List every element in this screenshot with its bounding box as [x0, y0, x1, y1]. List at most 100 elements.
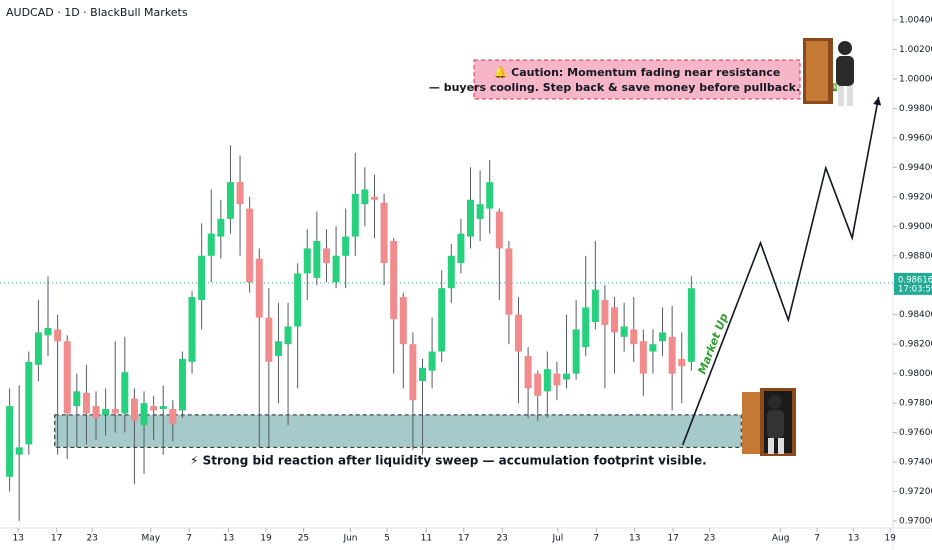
candle-body: [390, 241, 398, 320]
bottom-annotation: ⚡ Strong bid reaction after liquidity sw…: [190, 454, 707, 468]
thief-head: [768, 395, 782, 409]
thief-leg: [778, 438, 784, 454]
candle-body: [687, 288, 695, 362]
candle-body: [6, 406, 14, 477]
x-tick-label: 17: [51, 534, 62, 544]
x-tick-label: Jul: [551, 534, 563, 544]
candle-body: [284, 326, 292, 345]
x-tick-label: 13: [223, 534, 234, 544]
candle-body: [198, 255, 206, 300]
candle-body: [476, 204, 484, 219]
candle-body: [178, 358, 186, 411]
candle-body: [668, 336, 676, 374]
thief-body: [836, 56, 854, 86]
countdown-label: 17:03:59: [898, 284, 932, 294]
candle-body: [44, 327, 52, 336]
candle-body: [255, 258, 263, 318]
candle-body: [322, 248, 330, 264]
x-tick-label: 25: [298, 534, 309, 544]
candle-body: [130, 398, 138, 421]
x-tick-label: 19: [884, 534, 896, 544]
thief-head: [838, 41, 852, 55]
candle-body: [274, 341, 282, 356]
candle-body: [188, 297, 196, 362]
candle-body: [169, 409, 177, 424]
candle-body: [265, 317, 273, 362]
door: [806, 41, 828, 101]
thief-leg: [838, 86, 844, 106]
x-tick-label: 23: [496, 534, 507, 544]
candle-body: [418, 367, 426, 382]
candle-body: [524, 355, 532, 389]
x-tick-label: May: [141, 534, 160, 544]
thief-leg: [768, 438, 774, 454]
candle-body: [121, 372, 129, 414]
y-tick-label: 0.99800: [899, 104, 932, 114]
caution-line-2: — buyers cooling. Step back & save money…: [429, 81, 845, 94]
candle-body: [140, 403, 148, 426]
x-tick-label: 13: [848, 534, 859, 544]
projection-arrowhead: [873, 96, 882, 106]
caution-box: [473, 59, 801, 100]
x-tick-label: 11: [421, 534, 432, 544]
last-price-label: 0.98616: [898, 275, 932, 285]
candle-body: [313, 241, 321, 278]
candle-body: [543, 369, 551, 392]
candle-body: [342, 236, 350, 256]
projection-path: [681, 96, 880, 446]
candle-body: [92, 406, 100, 418]
x-tick-label: 19: [260, 534, 272, 544]
candle-body: [63, 341, 71, 414]
candle-body: [495, 211, 503, 249]
candle-body: [649, 344, 657, 352]
candle-body: [34, 332, 42, 365]
x-tick-label: Jun: [342, 534, 357, 544]
candle-body: [505, 248, 513, 315]
candle-body: [332, 255, 340, 283]
plot-area: [0, 96, 893, 521]
x-tick-label: 17: [667, 534, 678, 544]
candle-body: [601, 299, 609, 326]
candle-body: [563, 373, 571, 380]
candle-body: [54, 329, 62, 342]
candle-body: [361, 189, 369, 205]
candle-body: [486, 182, 494, 209]
y-tick-label: 1.00000: [899, 74, 932, 84]
candle-body: [25, 361, 33, 445]
candle-body: [457, 233, 465, 264]
thief-leg: [847, 86, 853, 106]
x-tick-label: 13: [629, 534, 640, 544]
candle-body: [678, 358, 686, 367]
candle-body: [351, 193, 359, 237]
candle-body: [591, 289, 599, 323]
candle-body: [217, 218, 225, 237]
candle-body: [534, 373, 542, 396]
x-tick-label: 23: [704, 534, 715, 544]
candle-body: [82, 392, 90, 414]
thief-body: [767, 410, 784, 438]
candle-body: [659, 332, 667, 342]
candle-body: [226, 182, 234, 219]
accumulation-zone: [54, 414, 742, 448]
candle-body: [73, 391, 81, 407]
door-icon-top: [803, 38, 854, 106]
candle-body: [515, 314, 523, 352]
candle-body: [207, 233, 215, 256]
candle-body: [639, 341, 647, 374]
last-price-tag: [894, 272, 932, 295]
candle-body: [409, 344, 417, 401]
caution-line-1: 🔔 Caution: Momentum fading near resistan…: [494, 66, 781, 79]
candle-body: [582, 307, 590, 348]
candle-body: [620, 326, 628, 337]
